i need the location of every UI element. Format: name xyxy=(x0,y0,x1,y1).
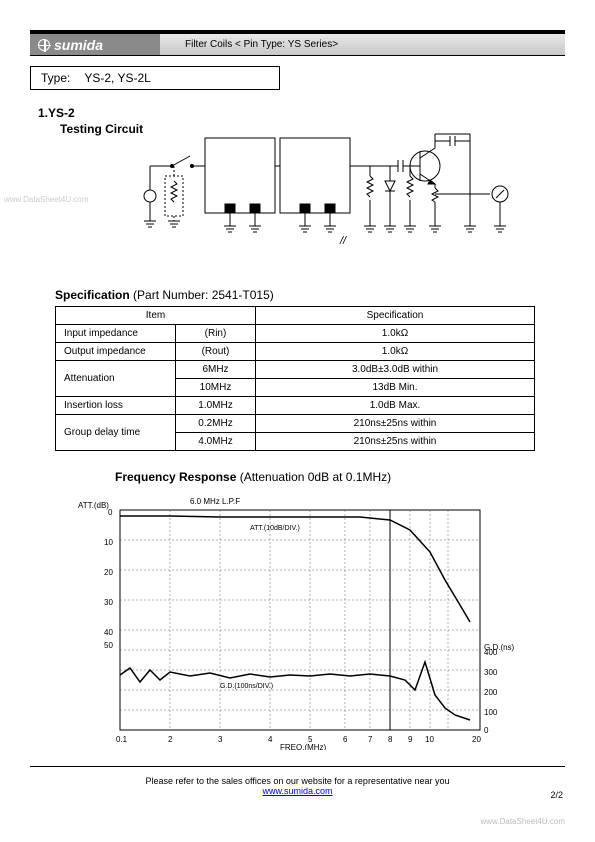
type-label: Type: xyxy=(41,71,70,85)
svg-text:400: 400 xyxy=(484,648,498,657)
svg-text:8: 8 xyxy=(388,735,393,744)
svg-text:0.1: 0.1 xyxy=(116,735,128,744)
svg-text:0: 0 xyxy=(108,508,113,517)
freq-response-chart: 6.0 MHz L.P.F ATT.(dB) 0 10 20 30 40 50 … xyxy=(70,490,530,750)
svg-text:200: 200 xyxy=(484,688,498,697)
svg-text:20: 20 xyxy=(472,735,481,744)
type-box: Type: YS-2, YS-2L xyxy=(30,66,280,90)
svg-text:0: 0 xyxy=(484,726,489,735)
header-bar: sumida Filter Coils < Pin Type: YS Serie… xyxy=(30,34,565,56)
svg-text:4: 4 xyxy=(268,735,273,744)
watermark-left: www.DataSheet4U.com xyxy=(4,195,88,204)
watermark-right: www.DataSheet4U.com xyxy=(481,817,565,826)
svg-text:ATT.(dB): ATT.(dB) xyxy=(78,501,109,510)
svg-text:40: 40 xyxy=(104,628,113,637)
svg-text:20: 20 xyxy=(104,568,113,577)
freq-heading: Frequency Response (Attenuation 0dB at 0… xyxy=(115,470,391,484)
svg-text:ATT.(10dB/DIV.): ATT.(10dB/DIV.) xyxy=(250,525,300,532)
table-row: Group delay time 0.2MHz 210ns±25ns withi… xyxy=(56,415,535,433)
svg-text:300: 300 xyxy=(484,668,498,677)
svg-text:7: 7 xyxy=(368,735,373,744)
spec-heading: Specification (Part Number: 2541-T015) xyxy=(55,288,274,302)
table-row: Output impedance (Rout) 1.0kΩ xyxy=(56,343,535,361)
circuit-diagram: // xyxy=(130,126,530,246)
svg-text:10: 10 xyxy=(425,735,434,744)
svg-text:6: 6 xyxy=(343,735,348,744)
header-subtitle: Filter Coils < Pin Type: YS Series> xyxy=(160,39,338,50)
section-number: 1.YS-2 xyxy=(38,106,75,120)
svg-text:100: 100 xyxy=(484,708,498,717)
spec-header-item: Item xyxy=(56,307,256,325)
logo: sumida xyxy=(30,34,160,55)
type-value: YS-2, YS-2L xyxy=(84,71,150,85)
svg-text:G.D.(100ns/DIV.): G.D.(100ns/DIV.) xyxy=(220,683,273,690)
logo-text: sumida xyxy=(54,37,103,53)
table-row: Attenuation 6MHz 3.0dB±3.0dB within xyxy=(56,361,535,379)
bottom-rule xyxy=(30,766,565,767)
spec-table: Item Specification Input impedance (Rin)… xyxy=(55,306,535,451)
svg-text:6.0 MHz L.P.F: 6.0 MHz L.P.F xyxy=(190,497,240,506)
svg-text:FREQ.(MHz): FREQ.(MHz) xyxy=(280,743,327,750)
footer-text: Please refer to the sales offices on our… xyxy=(145,776,449,786)
page-number: 2/2 xyxy=(550,790,563,800)
logo-icon xyxy=(38,39,50,51)
svg-text:2: 2 xyxy=(168,735,173,744)
table-row: Input impedance (Rin) 1.0kΩ xyxy=(56,325,535,343)
footer-link[interactable]: www.sumida.com xyxy=(262,786,332,796)
svg-text:3: 3 xyxy=(218,735,223,744)
spec-header-spec: Specification xyxy=(256,307,535,325)
footer: Please refer to the sales offices on our… xyxy=(0,776,595,796)
table-row: Insertion loss 1.0MHz 1.0dB Max. xyxy=(56,397,535,415)
svg-text:9: 9 xyxy=(408,735,413,744)
svg-text:30: 30 xyxy=(104,598,113,607)
circuit-slash: // xyxy=(339,235,347,246)
svg-text:10: 10 xyxy=(104,538,113,547)
svg-text:50: 50 xyxy=(104,641,113,650)
